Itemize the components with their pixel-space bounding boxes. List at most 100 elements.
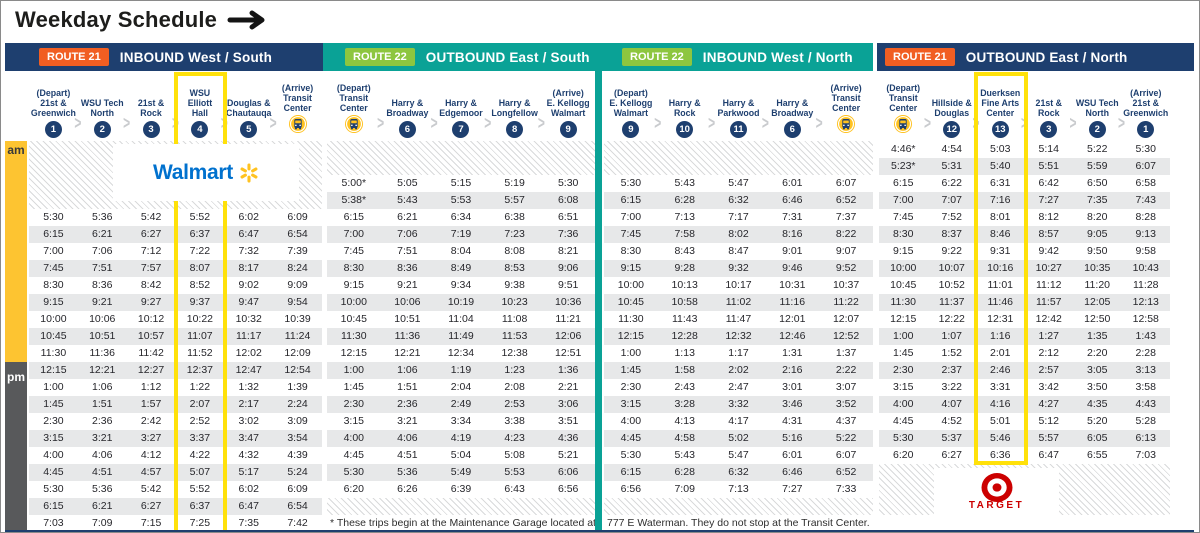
time-cell: 7:00 <box>43 245 64 257</box>
time-cell: 12:46 <box>779 330 806 342</box>
time-cell: 11:47 <box>725 313 752 325</box>
no-service-hatch <box>327 498 595 515</box>
time-cell: 5:40 <box>990 160 1011 172</box>
time-cell: 4:16 <box>990 398 1011 410</box>
stop-name: Harry & Broadway <box>386 98 429 119</box>
timetable-row: 3:15 3:21 3:27 3:37 3:47 3:54 <box>29 430 322 447</box>
time-cell: 8:28 <box>1135 211 1156 223</box>
time-cell: 2:47 <box>728 381 749 393</box>
time-cell: 10:06 <box>394 296 421 308</box>
timetable-row: 5:38* 5:43 5:53 5:57 6:08 <box>327 192 595 209</box>
time-cell: 5:16 <box>782 432 803 444</box>
timetable-row: 6:20 6:26 6:39 6:43 6:56 <box>327 481 595 498</box>
time-cell: 7:33 <box>835 483 857 495</box>
time-cell: 5:30 <box>620 449 642 461</box>
timetable-row: 5:30 5:36 5:49 5:53 6:06 <box>327 464 595 481</box>
time-cell: 10:13 <box>671 279 698 291</box>
time-cell: 12:37 <box>186 364 214 376</box>
time-cell: 4:35 <box>1087 398 1108 410</box>
time-cell: 4:45 <box>343 449 365 461</box>
time-cell: 10:23 <box>501 296 528 308</box>
time-cell: 8:24 <box>287 262 308 274</box>
timetable-row: 2:30 2:36 2:49 2:53 3:06 <box>327 396 595 413</box>
time-cell: 7:12 <box>140 245 162 257</box>
time-cell: 12:13 <box>1132 296 1159 308</box>
time-cell: 7:00 <box>343 228 365 240</box>
time-cell: 11:43 <box>671 313 698 325</box>
stop-number-badge: 8 <box>506 121 524 138</box>
time-cell: 9:50 <box>1087 245 1108 257</box>
time-cell: 8:30 <box>43 279 64 291</box>
time-cell: 2:52 <box>189 415 211 427</box>
time-cell: 5:22 <box>1087 143 1108 155</box>
stop-name: Harry & Longfellow <box>491 98 538 119</box>
time-cell: 6:21 <box>92 228 113 240</box>
footnote-text: 777 E Waterman. They do not stop at the … <box>604 515 873 532</box>
time-cell: 9:37 <box>189 296 211 308</box>
time-cell: 12:05 <box>1084 296 1111 308</box>
time-cell: 7:00 <box>893 194 914 206</box>
time-cell: 3:37 <box>189 432 211 444</box>
time-cell: 5:30 <box>620 177 642 189</box>
time-cell: 6:39 <box>450 483 472 495</box>
stop-number-badge: 9 <box>622 121 640 138</box>
time-cell: 2:02 <box>728 364 749 376</box>
time-cell: 9:13 <box>1135 228 1156 240</box>
time-cell: 2:24 <box>287 398 308 410</box>
time-cell: 2:43 <box>674 381 695 393</box>
timetable-row: 4:45 4:58 5:02 5:16 5:22 <box>604 430 873 447</box>
stop-name: (Arrive) Transit Center <box>830 83 862 114</box>
time-cell: 1:22 <box>189 381 211 393</box>
time-cell: 3:21 <box>397 415 418 427</box>
time-cell: 7:51 <box>397 245 418 257</box>
time-cell: 3:52 <box>835 398 857 410</box>
time-cell: 5:07 <box>189 466 211 478</box>
timetable-row: 7:00 7:06 7:12 7:22 7:32 7:39 <box>29 243 322 260</box>
timetable-row: 9:15 9:22 9:31 9:42 9:50 9:58 <box>879 243 1170 260</box>
time-cell: 6:32 <box>728 466 749 478</box>
time-cell: 1:43 <box>1135 330 1156 342</box>
stop-header-hillside-douglas: Hillside & Douglas 12 <box>928 72 977 138</box>
time-cell: 3:51 <box>557 415 579 427</box>
time-cell: 1:06 <box>397 364 418 376</box>
stop-number-badge: 13 <box>991 121 1009 138</box>
direction-title: OUTBOUND East / South <box>425 49 590 65</box>
chevron-separator-icon: > <box>815 112 823 134</box>
time-cell: 8:43 <box>674 245 695 257</box>
time-cell: 5:52 <box>189 211 211 223</box>
time-cell: 8:22 <box>835 228 857 240</box>
time-cell: 6:37 <box>189 228 211 240</box>
time-cell: 8:08 <box>504 245 525 257</box>
time-cell: 11:46 <box>987 296 1014 308</box>
timetable-row: 1:00 1:13 1:17 1:31 1:37 <box>604 345 873 362</box>
time-cell: 3:15 <box>343 415 365 427</box>
time-cell: 4:00 <box>893 398 914 410</box>
direction-title: OUTBOUND East / North <box>965 49 1128 65</box>
time-cell: 7:43 <box>1135 194 1156 206</box>
time-cell: 3:09 <box>287 415 308 427</box>
time-cell: 9:34 <box>450 279 472 291</box>
time-cell: 11:08 <box>501 313 528 325</box>
time-cell: 6:15 <box>620 194 642 206</box>
time-cell: 6:42 <box>1038 177 1059 189</box>
stop-header-21st-rock: 21st & Rock 3 <box>127 72 176 138</box>
target-bullseye-icon <box>980 472 1014 503</box>
stop-number-badge: 7 <box>452 121 470 138</box>
time-cell: 7:09 <box>92 517 113 529</box>
time-cell: 3:28 <box>674 398 695 410</box>
time-cell: 4:06 <box>397 432 418 444</box>
time-cell: 8:12 <box>1038 211 1059 223</box>
time-cell: 3:07 <box>835 381 857 393</box>
timetable-row: 6:15 6:21 6:34 6:38 6:51 <box>327 209 595 226</box>
time-cell: 12:27 <box>137 364 165 376</box>
time-cell: 10:17 <box>725 279 752 291</box>
timetable-row: 4:00 4:06 4:12 4:22 4:32 4:39 <box>29 447 322 464</box>
stop-name: WSU Elliott Hall <box>187 88 213 119</box>
time-cell: 4:13 <box>674 415 695 427</box>
time-cell: 6:46 <box>782 194 803 206</box>
chevron-separator-icon: > <box>708 112 716 134</box>
timetable-row: 4:45 4:51 4:57 5:07 5:17 5:24 <box>29 464 322 481</box>
time-cell: 7:23 <box>504 228 525 240</box>
timetable-row: 5:00* 5:05 5:15 5:19 5:30 <box>327 175 595 192</box>
time-cell: 7:27 <box>1038 194 1059 206</box>
